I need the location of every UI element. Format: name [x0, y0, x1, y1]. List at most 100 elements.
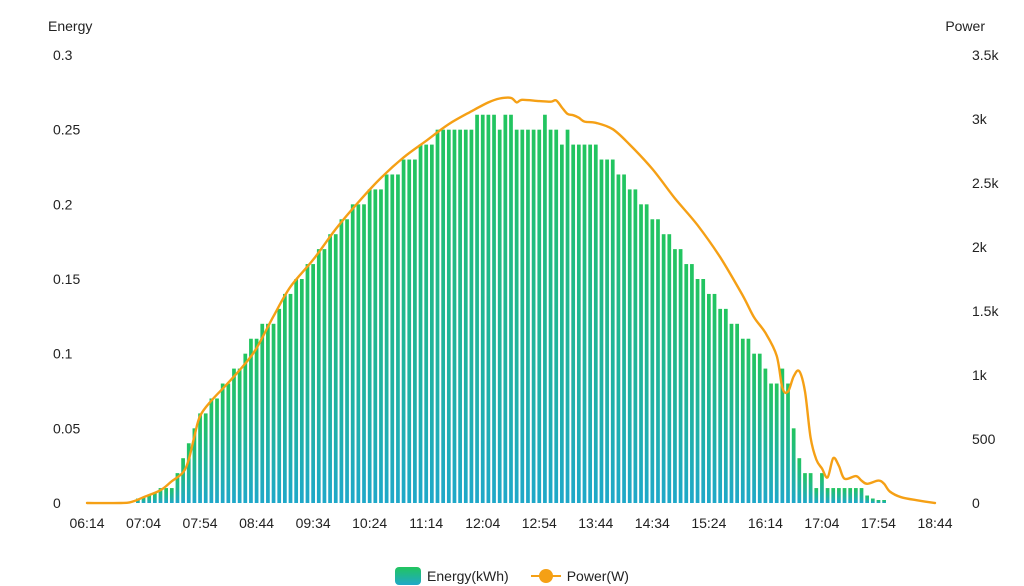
energy-bar: [848, 488, 853, 503]
energy-bar: [837, 488, 841, 503]
energy-bar: [543, 114, 547, 503]
x-tick-label: 09:34: [296, 515, 331, 531]
legend-item-power[interactable]: Power(W): [530, 567, 629, 585]
energy-bar: [277, 308, 282, 503]
energy-bar: [390, 174, 395, 503]
energy-bar: [616, 174, 621, 503]
energy-bar: [882, 500, 886, 503]
legend: Energy(kWh) Power(W): [0, 566, 1024, 586]
energy-bar: [322, 249, 327, 503]
energy-bar: [554, 129, 559, 504]
energy-bar: [870, 498, 875, 503]
energy-bar: [531, 129, 536, 504]
left-tick-label: 0.3: [53, 47, 73, 63]
energy-bar: [429, 144, 434, 503]
energy-bar: [288, 293, 293, 503]
energy-bar: [565, 129, 570, 504]
energy-bar: [209, 398, 214, 503]
energy-bar: [480, 114, 485, 503]
left-axis: 0 0.05 0.1 0.15 0.2 0.25 0.3: [53, 47, 80, 511]
energy-bar: [582, 144, 587, 503]
right-tick-label: 1.5k: [972, 303, 999, 319]
energy-bar: [492, 114, 496, 503]
energy-bar: [232, 368, 236, 503]
energy-bar: [769, 383, 773, 503]
energy-bar: [260, 323, 265, 503]
energy-bar: [831, 488, 836, 503]
energy-bar: [610, 159, 615, 503]
energy-bar: [661, 234, 666, 503]
left-axis-title: Energy: [48, 18, 92, 34]
energy-bar: [316, 249, 321, 503]
legend-label-energy: Energy(kWh): [427, 568, 509, 584]
energy-bar: [452, 129, 457, 504]
x-tick-label: 08:44: [239, 515, 274, 531]
right-tick-label: 2k: [972, 239, 988, 255]
energy-bar: [820, 473, 824, 503]
energy-bar: [198, 413, 202, 503]
energy-swatch-icon: [395, 567, 422, 585]
energy-bar: [345, 219, 349, 503]
energy-bar: [622, 174, 626, 503]
energy-bar: [175, 473, 180, 503]
energy-bar: [413, 159, 417, 503]
x-tick-label: 17:04: [804, 515, 839, 531]
energy-bar: [774, 383, 779, 503]
energy-bar: [695, 279, 700, 503]
energy-bar: [690, 264, 694, 503]
energy-bar: [384, 174, 389, 503]
energy-bar: [299, 279, 304, 503]
energy-bar: [593, 144, 598, 503]
energy-bar: [718, 308, 723, 503]
energy-bar: [164, 488, 169, 503]
energy-bar: [509, 114, 513, 503]
energy-bar: [424, 144, 429, 503]
energy-bar: [192, 428, 197, 503]
legend-label-power: Power(W): [566, 568, 629, 584]
energy-bar: [740, 338, 745, 503]
x-tick-label: 07:54: [183, 515, 218, 531]
x-tick-label: 16:14: [748, 515, 783, 531]
energy-bar: [311, 264, 315, 503]
energy-bar: [808, 473, 813, 503]
left-tick-label: 0.15: [53, 271, 80, 287]
energy-bar: [147, 495, 152, 503]
energy-bar: [763, 368, 768, 503]
energy-bar: [254, 338, 259, 503]
x-tick-label: 14:34: [635, 515, 670, 531]
energy-bar: [237, 368, 242, 503]
energy-bar: [463, 129, 468, 504]
energy-bar: [729, 323, 734, 503]
energy-bar: [865, 495, 870, 503]
energy-bar: [599, 159, 604, 503]
energy-bar: [526, 129, 530, 504]
energy-bar: [656, 219, 660, 503]
energy-bar: [537, 129, 542, 504]
energy-bar: [627, 189, 632, 503]
right-axis: 0 500 1k 1.5k 2k 2.5k 3k 3.5k: [972, 47, 999, 511]
energy-bar: [684, 264, 689, 503]
energy-bar: [181, 458, 185, 503]
energy-bar: [752, 353, 756, 503]
x-tick-label: 06:14: [69, 515, 104, 531]
right-tick-label: 3.5k: [972, 47, 999, 63]
x-tick-label: 12:04: [465, 515, 500, 531]
energy-bar: [791, 428, 796, 503]
legend-item-energy[interactable]: Energy(kWh): [395, 567, 509, 585]
energy-bar: [707, 293, 711, 503]
energy-bar: [294, 279, 299, 503]
energy-bar: [497, 129, 502, 504]
energy-bar: [825, 488, 830, 503]
energy-bar: [605, 159, 609, 503]
x-tick-label: 18:44: [917, 515, 952, 531]
energy-bar: [339, 219, 344, 503]
energy-bar: [571, 144, 576, 503]
x-tick-label: 07:04: [126, 515, 161, 531]
energy-bar: [712, 293, 717, 503]
energy-bar: [633, 189, 638, 503]
energy-bar: [797, 458, 802, 503]
energy-bar: [373, 189, 378, 503]
right-tick-label: 3k: [972, 111, 988, 127]
energy-bar: [215, 398, 219, 503]
